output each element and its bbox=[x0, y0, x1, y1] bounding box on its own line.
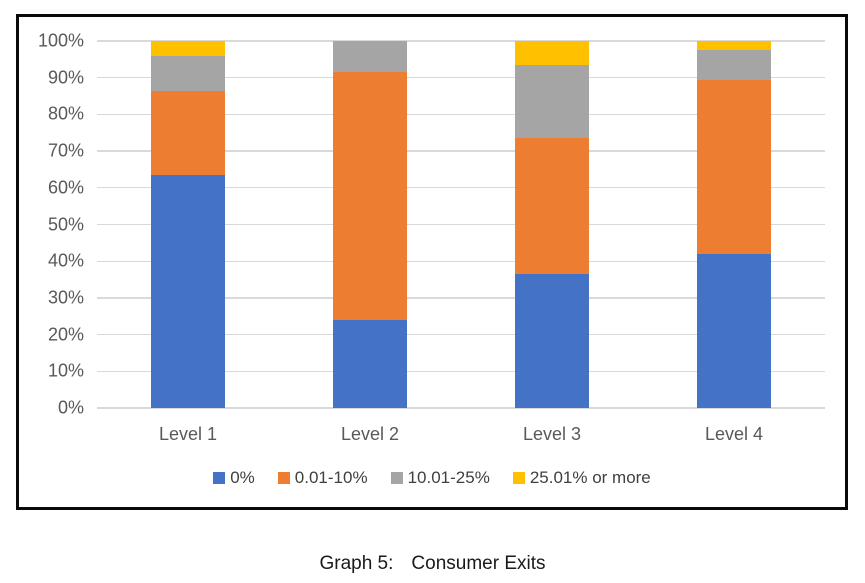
bar-segment bbox=[515, 138, 589, 275]
bar-segment bbox=[333, 72, 407, 320]
bar-segment bbox=[697, 50, 771, 80]
gridline bbox=[97, 407, 825, 409]
stacked-bar-level-1 bbox=[151, 41, 225, 408]
y-axis-tick-label: 10% bbox=[47, 360, 84, 381]
bar-segment bbox=[515, 274, 589, 408]
bar-segment bbox=[697, 41, 771, 51]
y-axis-tick-label: 100% bbox=[37, 30, 84, 51]
x-axis-category-label: Level 2 bbox=[340, 424, 400, 444]
stacked-bar-level-3 bbox=[515, 41, 589, 408]
y-axis-tick-label: 80% bbox=[47, 104, 84, 125]
caption-prefix: Graph 5: bbox=[319, 553, 394, 574]
bar-segment bbox=[515, 41, 589, 65]
gridline bbox=[97, 223, 825, 226]
x-axis-category-label: Level 3 bbox=[522, 424, 582, 444]
x-axis-category-label: Level 4 bbox=[704, 424, 764, 444]
bar-segment bbox=[151, 90, 225, 175]
bar-segment bbox=[333, 319, 407, 408]
bar-segment bbox=[151, 174, 225, 408]
legend-item: 10.01-25% bbox=[390, 468, 490, 488]
stacked-bar-level-4 bbox=[697, 41, 771, 408]
gridline bbox=[97, 333, 825, 336]
gridline bbox=[97, 150, 825, 152]
gridline bbox=[97, 113, 825, 116]
gridline bbox=[97, 260, 825, 262]
gridline bbox=[97, 77, 825, 79]
y-axis-tick-label: 50% bbox=[47, 214, 84, 235]
bar-segment bbox=[333, 41, 407, 73]
gridline bbox=[97, 187, 825, 189]
plot-area: 100% 90% 80% 70% 60% 50% 40% 30% 20% 10% 0% Level 1… bbox=[38, 32, 825, 443]
legend-label: 0% bbox=[230, 468, 255, 487]
legend-item: 25.01% or more bbox=[512, 468, 651, 488]
y-axis-tick-label: 30% bbox=[47, 287, 84, 308]
y-axis-tick-label: 40% bbox=[47, 250, 84, 271]
legend-label: 0.01-10% bbox=[294, 468, 368, 487]
bar-segment bbox=[151, 41, 225, 56]
legend-item: 0.01-10% bbox=[277, 468, 368, 488]
chart-caption: Graph 5: Consumer Exits bbox=[0, 553, 865, 576]
gridline bbox=[97, 297, 825, 299]
bar-segment bbox=[697, 253, 771, 408]
legend: 0% 0.01-10% 10.01-25% 25.01% or more bbox=[19, 468, 845, 488]
bar-segment bbox=[151, 55, 225, 91]
stacked-bar-level-2 bbox=[333, 41, 407, 408]
legend-label: 10.01-25% bbox=[407, 468, 490, 487]
y-axis-tick-label: 60% bbox=[47, 177, 84, 198]
y-axis-tick-label: 90% bbox=[47, 67, 84, 88]
y-axis-tick-label: 20% bbox=[47, 324, 84, 345]
y-axis-tick-label: 0% bbox=[57, 397, 84, 418]
legend-swatch-icon bbox=[512, 472, 525, 484]
legend-swatch-icon bbox=[213, 472, 226, 484]
gridline bbox=[97, 370, 825, 372]
legend-item: 0% bbox=[213, 468, 255, 488]
bar-segment bbox=[697, 79, 771, 254]
legend-swatch-icon bbox=[390, 472, 403, 484]
y-axis-tick-label: 70% bbox=[47, 140, 84, 161]
legend-label: 25.01% or more bbox=[529, 468, 651, 487]
caption-title: Consumer Exits bbox=[411, 553, 546, 574]
x-axis-category-label: Level 1 bbox=[158, 424, 218, 444]
legend-swatch-icon bbox=[277, 472, 290, 484]
bar-segment bbox=[515, 64, 589, 139]
chart-frame: 100% 90% 80% 70% 60% 50% 40% 30% 20% 10% 0% Level 1… bbox=[16, 14, 848, 510]
gridline bbox=[97, 40, 825, 42]
